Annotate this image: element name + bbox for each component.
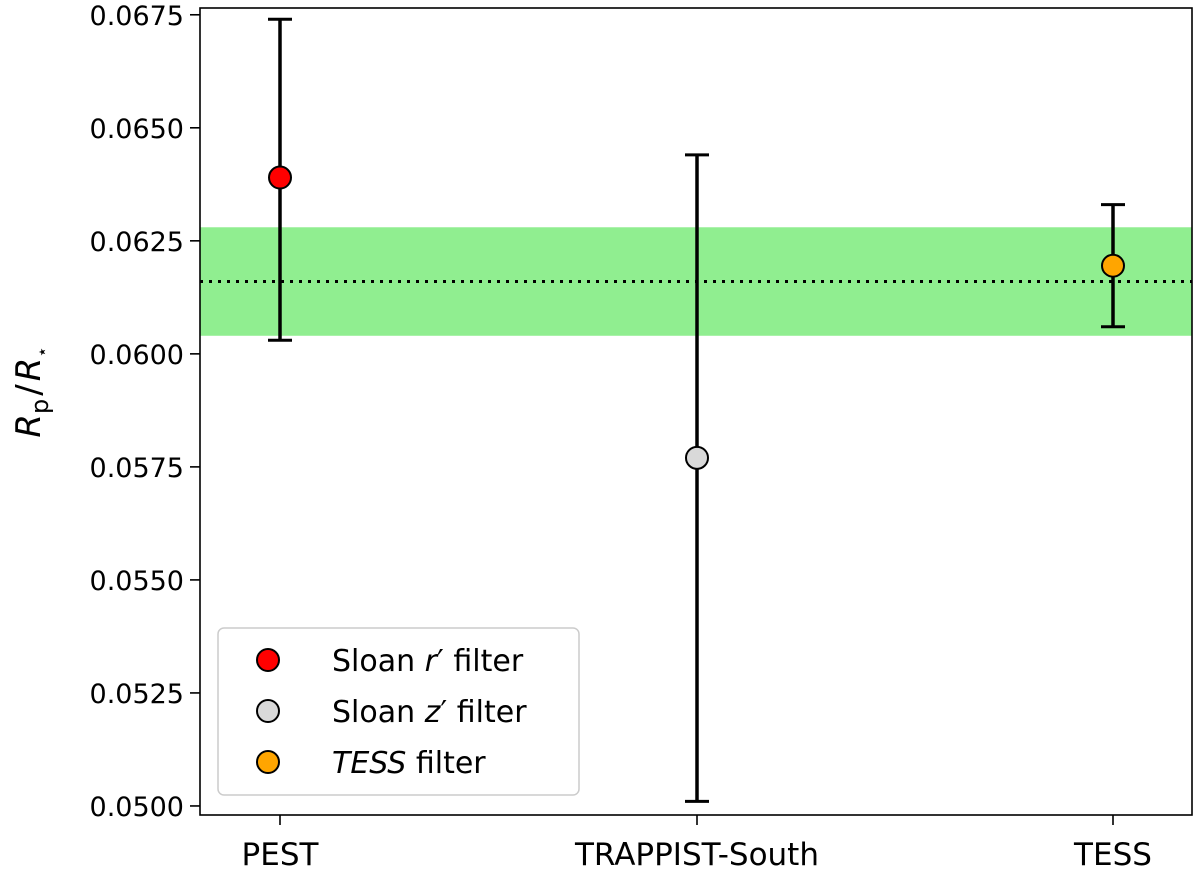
legend-entry: Sloan r′ filter [332, 644, 524, 679]
y-axis-label: Rp/R⋆ [9, 346, 54, 437]
y-label-r: R [9, 414, 49, 438]
x-tick-label: PEST [242, 837, 320, 870]
x-tick-label: TESS [1073, 837, 1152, 870]
data-point [685, 445, 709, 470]
legend-marker [256, 750, 280, 774]
legend-entry: TESS filter [332, 746, 486, 781]
y-label-slash: / [9, 384, 49, 396]
y-label-r2: R [9, 358, 49, 382]
y-tick-label: 0.0600 [90, 340, 184, 371]
y-tick-label: 0.0525 [90, 679, 184, 710]
y-tick-label: 0.0675 [90, 1, 184, 32]
legend-marker [256, 699, 280, 723]
data-points [268, 165, 1125, 470]
legend-box [217, 627, 580, 796]
legend-text-pre: Sloan [332, 695, 425, 730]
plot-frame [199, 7, 1193, 816]
y-tick-label: 0.0625 [90, 227, 184, 258]
plot-area [200, 17, 1192, 803]
y-label-sub-star: ⋆ [32, 346, 53, 357]
y-label-sub-p: p [26, 399, 54, 414]
y-axis: 0.0500 0.0525 0.0550 0.0575 0.0600 0.0625 0.06… [90, 1, 200, 823]
legend-marker [256, 648, 280, 672]
legend-text-var: r [425, 644, 439, 679]
legend-text-var: z [424, 695, 442, 730]
legend-entry: Sloan z′ filter [332, 695, 527, 730]
legend-text-var: TESS [332, 746, 406, 781]
x-axis: PEST TRAPPIST-South TESS [242, 815, 1152, 870]
data-point [1101, 253, 1125, 278]
legend-text-post: filter [444, 644, 524, 679]
legend-text-pre: Sloan [332, 644, 425, 679]
legend-text-prime: ′ [440, 695, 447, 730]
x-tick-label: TRAPPIST-South [574, 837, 819, 870]
data-point [268, 165, 292, 190]
legend-text-prime: ′ [437, 644, 444, 679]
y-tick-label: 0.0550 [90, 566, 184, 597]
y-tick-label: 0.0575 [90, 453, 184, 484]
legend-text-post: filter [406, 746, 486, 781]
legend-text-post: filter [447, 695, 527, 730]
y-tick-label: 0.0650 [90, 114, 184, 145]
y-tick-label: 0.0500 [90, 792, 184, 823]
